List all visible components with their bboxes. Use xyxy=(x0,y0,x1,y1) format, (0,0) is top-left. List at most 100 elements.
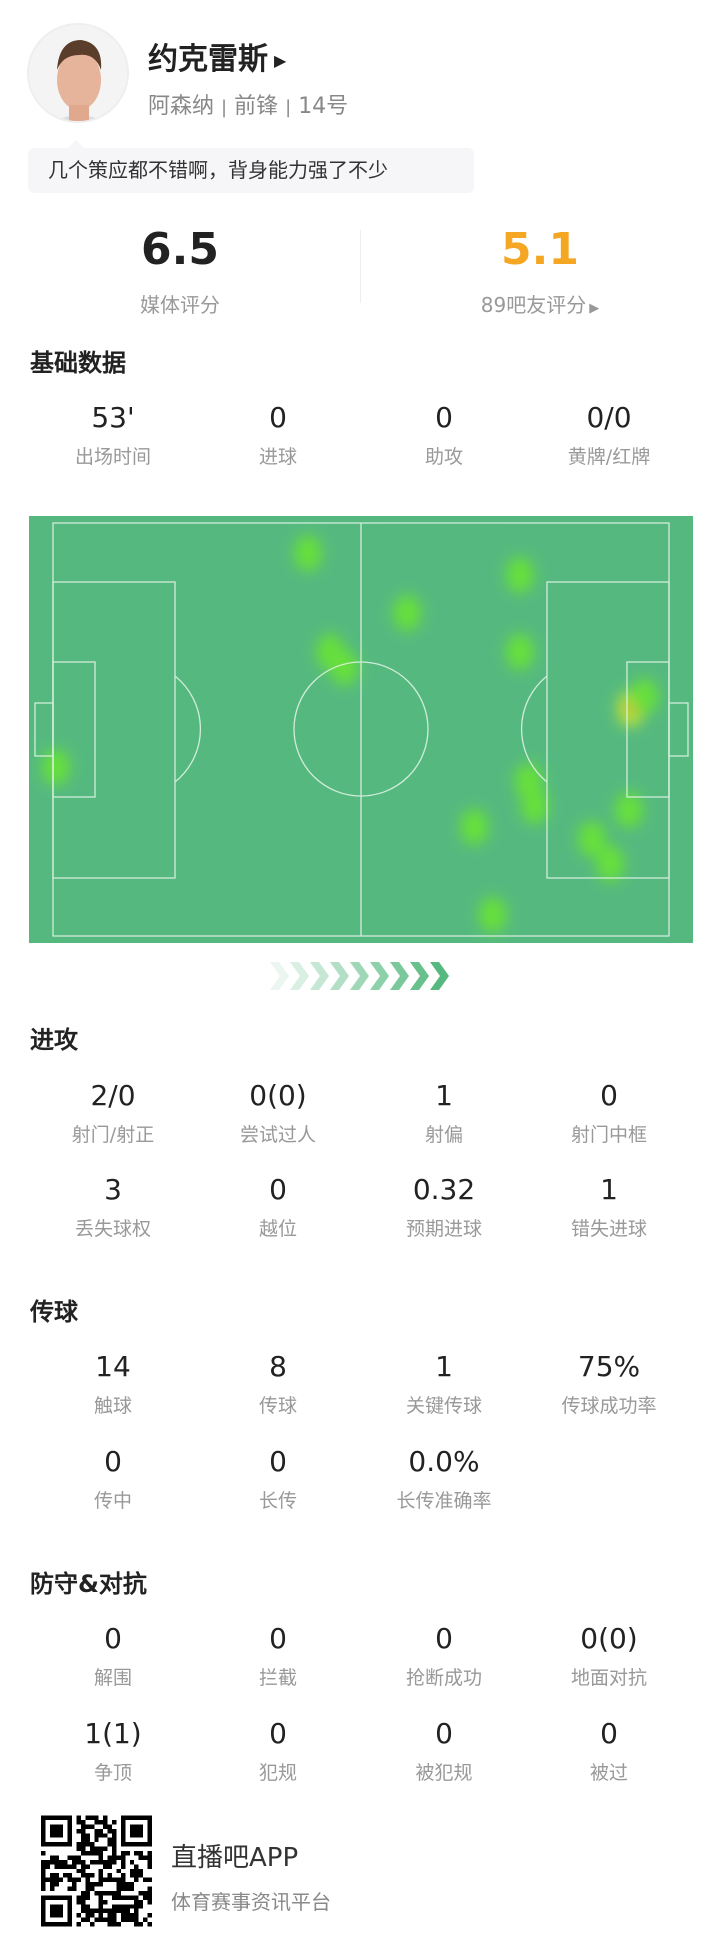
fan-rating-label: 89吧友评分 xyxy=(480,293,587,317)
stat-label: 出场时间 xyxy=(74,446,151,468)
separator: | xyxy=(221,97,228,118)
stat-label: 犯规 xyxy=(258,1762,297,1784)
section-title: 进攻 xyxy=(30,1026,78,1054)
stat-value: 0.32 xyxy=(412,1173,476,1206)
stat-label: 长传准确率 xyxy=(396,1490,492,1512)
app-tagline: 体育赛事资讯平台 xyxy=(171,1890,331,1914)
stat-value: 0 xyxy=(435,1717,453,1750)
stat-label: 射门/射正 xyxy=(71,1124,155,1146)
chevron-right-icon xyxy=(270,962,289,990)
chevron-right-icon xyxy=(370,962,389,990)
stat-label: 触球 xyxy=(93,1395,132,1417)
comment-bubble: 几个策应都不错啊，背身能力强了不少 xyxy=(28,140,474,193)
section-title: 防守&对抗 xyxy=(30,1570,147,1598)
stat-label: 错失进球 xyxy=(570,1218,647,1240)
player-name: 约克雷斯 xyxy=(148,42,268,77)
app-name: 直播吧APP xyxy=(171,1843,299,1873)
shirt-number: 14号 xyxy=(298,94,349,119)
stat-label: 长传 xyxy=(258,1490,297,1512)
media-rating: 6.5 xyxy=(141,224,219,275)
chevron-right-icon xyxy=(390,962,409,990)
chevron-right-icon xyxy=(310,962,329,990)
stat-label: 助攻 xyxy=(424,446,463,468)
stat-label: 传中 xyxy=(93,1490,132,1512)
stat-value: 14 xyxy=(95,1350,131,1383)
chevron-right-icon xyxy=(350,962,369,990)
stat-value: 75% xyxy=(577,1350,641,1383)
divider xyxy=(360,230,361,303)
stat-label: 预期进球 xyxy=(405,1218,482,1240)
stat-label: 地面对抗 xyxy=(570,1667,647,1689)
attack-direction-arrows xyxy=(270,962,449,990)
player-avatar[interactable] xyxy=(27,23,129,123)
stat-value: 1(1) xyxy=(84,1717,142,1750)
heat-spot xyxy=(614,792,643,829)
player-name-link[interactable]: 约克雷斯 ▶ xyxy=(148,34,286,78)
stat-value: 0(0) xyxy=(580,1622,638,1655)
chevron-right-icon xyxy=(430,962,449,990)
separator: | xyxy=(285,97,292,118)
pitch-lines xyxy=(34,522,689,937)
media-rating-label: 媒体评分 xyxy=(140,293,220,317)
chevron-right-icon xyxy=(330,962,349,990)
chevron-right-icon xyxy=(410,962,429,990)
team-name: 阿森纳 xyxy=(148,94,215,119)
heat-spot xyxy=(505,633,534,670)
heat-spot xyxy=(578,820,606,857)
stat-value: 0 xyxy=(269,1445,287,1478)
stat-label: 关键传球 xyxy=(405,1395,482,1417)
stat-value: 0 xyxy=(269,1717,287,1750)
chevron-right-icon xyxy=(290,962,309,990)
stat-label: 争顶 xyxy=(93,1762,132,1784)
heatmap-svg xyxy=(34,522,689,937)
heat-spot xyxy=(42,749,71,786)
heat-spot xyxy=(330,649,359,686)
player-info: 阿森纳 | 前锋 | 14号 xyxy=(148,88,348,120)
stat-value: 2/0 xyxy=(90,1079,136,1112)
heat-spot xyxy=(505,557,534,594)
stat-label: 射门中框 xyxy=(570,1124,647,1146)
section-title: 传球 xyxy=(30,1298,78,1326)
position: 前锋 xyxy=(234,94,279,119)
stat-label: 被犯规 xyxy=(415,1762,473,1784)
stat-label: 射偏 xyxy=(424,1124,463,1146)
stat-value: 53' xyxy=(91,401,135,434)
qr-code[interactable] xyxy=(41,1815,152,1927)
heat-spot xyxy=(294,535,323,572)
fan-rating-link[interactable]: 89吧友评分 ▶ xyxy=(390,289,690,318)
stat-label: 拦截 xyxy=(258,1667,297,1689)
stat-value: 1 xyxy=(435,1350,453,1383)
stat-label: 传球 xyxy=(258,1395,297,1417)
stat-value: 0(0) xyxy=(249,1079,307,1112)
heat-spot xyxy=(478,896,507,933)
stat-value: 0/0 xyxy=(586,401,632,434)
stat-label: 传球成功率 xyxy=(561,1395,657,1417)
heat-spot xyxy=(460,808,489,845)
stat-value: 0 xyxy=(600,1079,618,1112)
stat-label: 尝试过人 xyxy=(239,1124,316,1146)
stat-value: 0 xyxy=(269,1622,287,1655)
stat-label: 抢断成功 xyxy=(405,1667,482,1689)
stat-value: 0 xyxy=(435,401,453,434)
heatmap-pitch xyxy=(29,516,693,943)
stat-label: 解围 xyxy=(93,1667,132,1689)
fan-rating: 5.1 xyxy=(501,224,579,275)
stat-value: 0 xyxy=(269,401,287,434)
stat-value: 0 xyxy=(600,1717,618,1750)
heat-spot xyxy=(630,678,659,715)
stat-label: 被过 xyxy=(589,1762,628,1784)
heat-spot xyxy=(520,787,549,824)
caret-right-icon: ▶ xyxy=(274,51,287,70)
stat-value: 0 xyxy=(104,1445,122,1478)
stat-label: 黄牌/红牌 xyxy=(567,446,651,468)
stat-label: 越位 xyxy=(258,1218,297,1240)
stat-value: 1 xyxy=(600,1173,618,1206)
stat-value: 8 xyxy=(269,1350,287,1383)
stat-label: 进球 xyxy=(258,446,297,468)
heat-spot xyxy=(596,845,625,882)
player-photo xyxy=(29,25,127,121)
caret-right-icon: ▶ xyxy=(589,301,600,316)
stat-value: 0 xyxy=(104,1622,122,1655)
stat-value: 1 xyxy=(435,1079,453,1112)
stat-value: 3 xyxy=(104,1173,122,1206)
